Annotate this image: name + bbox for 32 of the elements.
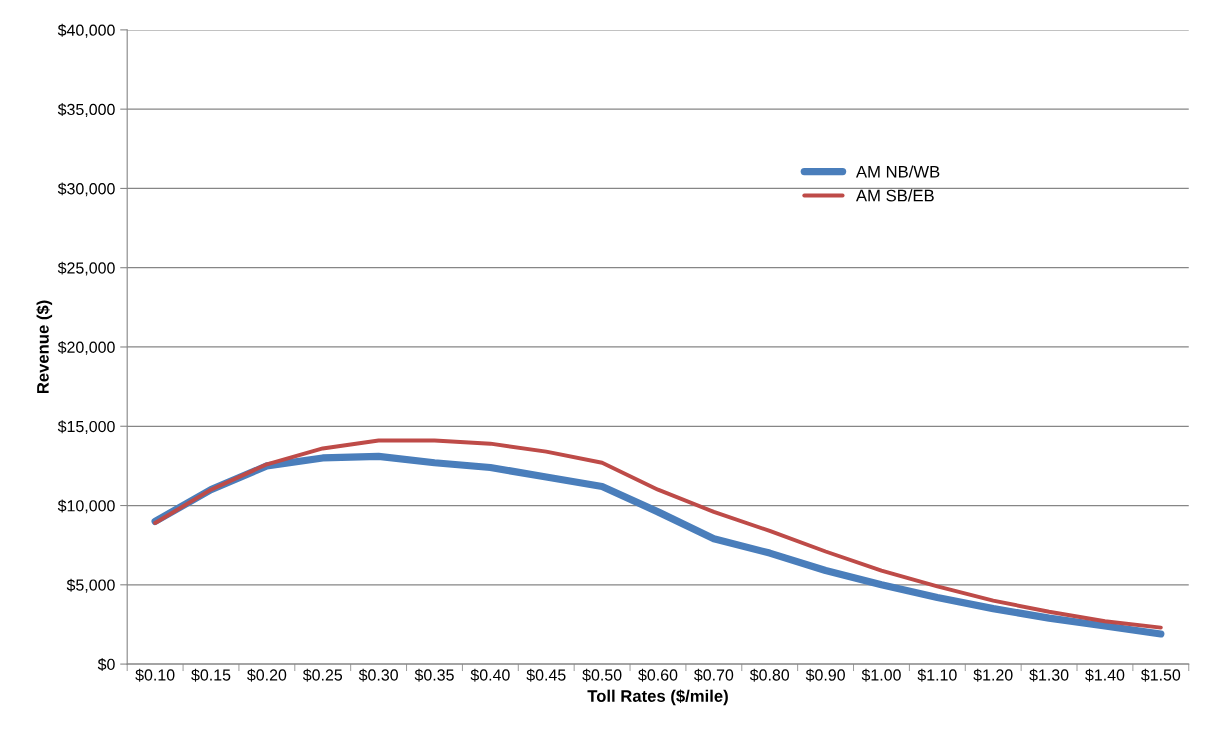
x-tick-label: $0.80 xyxy=(749,668,790,682)
x-tick-label: $0.20 xyxy=(247,668,287,682)
y-tick-label: $30,000 xyxy=(57,182,115,197)
x-tick-label: $1.40 xyxy=(1085,668,1125,682)
y-tick-label: $5,000 xyxy=(66,578,115,593)
y-tick-label: $20,000 xyxy=(57,340,115,355)
x-tick-label: $0.60 xyxy=(638,668,678,682)
y-tick-label: $0 xyxy=(97,658,115,671)
x-tick-label: $0.45 xyxy=(526,668,566,682)
x-tick-label: $0.70 xyxy=(694,668,734,682)
x-tick-label: $0.40 xyxy=(470,668,510,682)
x-tick-label: $0.25 xyxy=(302,668,343,682)
x-tick-label: $1.10 xyxy=(917,668,957,682)
x-tick-label: $0.35 xyxy=(414,668,454,682)
legend-label: AM SB/EB xyxy=(855,189,934,202)
x-tick-label: $0.15 xyxy=(191,668,231,682)
x-tick-label: $1.30 xyxy=(1029,668,1069,682)
y-tick-label: $40,000 xyxy=(57,23,115,38)
y-tick-label: $15,000 xyxy=(57,420,115,435)
x-axis-title: Toll Rates ($/mile) xyxy=(587,689,728,706)
y-tick-label: $35,000 xyxy=(57,103,115,117)
legend-label: AM NB/WB xyxy=(855,165,940,178)
x-tick-label: $1.00 xyxy=(861,668,901,682)
y-tick-label: $10,000 xyxy=(57,499,115,514)
x-tick-label: $0.30 xyxy=(358,668,398,682)
x-tick-label: $0.50 xyxy=(582,668,622,682)
y-axis-title: Revenue ($) xyxy=(36,300,53,394)
x-tick-label: $1.20 xyxy=(973,668,1013,682)
x-tick-label: $1.50 xyxy=(1141,668,1181,682)
x-tick-label: $0.90 xyxy=(805,668,845,682)
y-tick-label: $25,000 xyxy=(57,261,115,276)
x-tick-label: $0.10 xyxy=(135,668,175,682)
